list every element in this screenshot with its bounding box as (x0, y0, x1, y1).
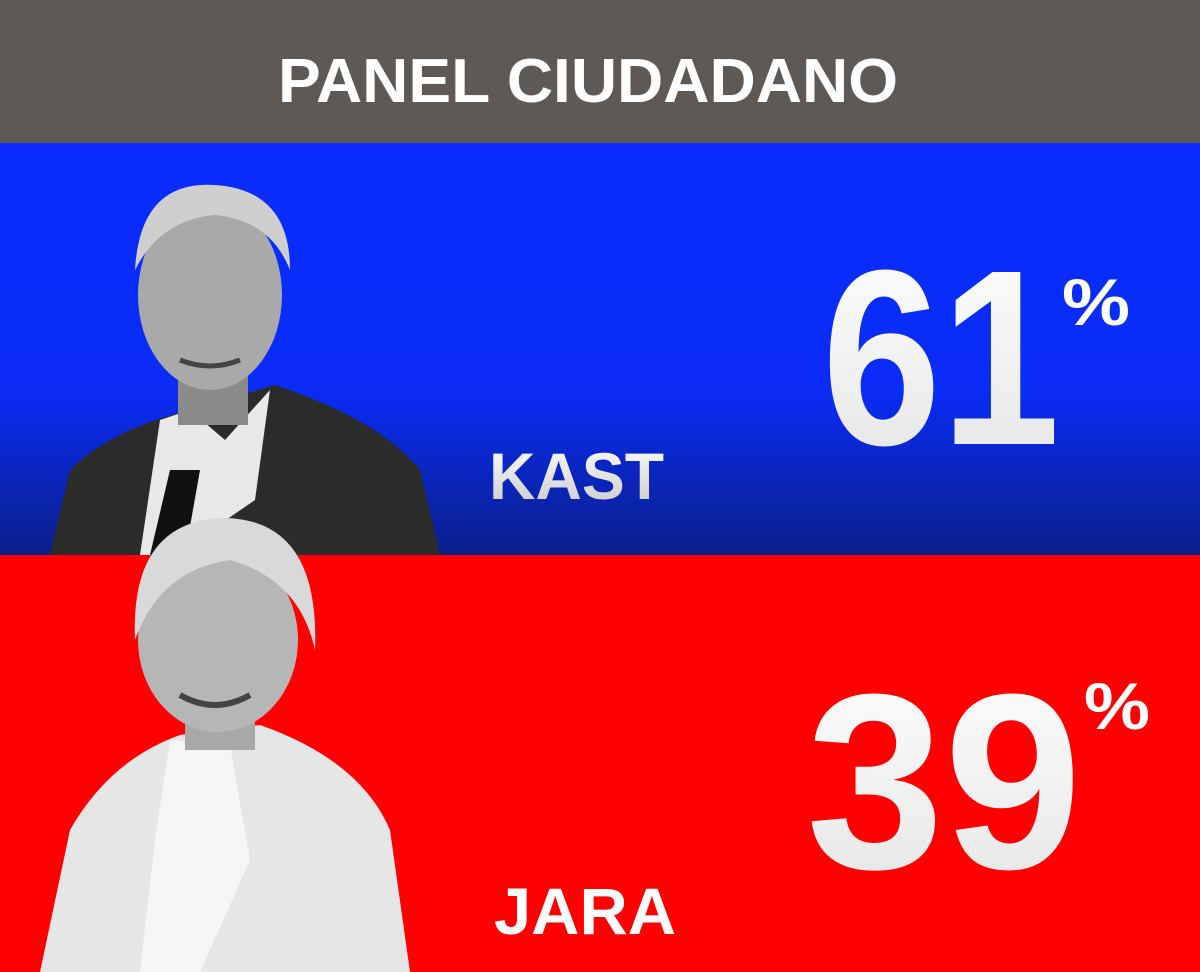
header-band (0, 0, 1200, 143)
portrait-jara (40, 518, 410, 972)
candidate-name: JARA (494, 874, 676, 948)
percent-sign: % (1084, 669, 1150, 743)
percent-sign: % (1062, 265, 1130, 339)
header-title: PANEL CIUDADANO (278, 47, 898, 116)
candidate-name: KAST (489, 439, 664, 513)
candidate-value: 61 (822, 218, 1060, 497)
candidate-value: 39 (806, 642, 1082, 921)
portrait-kast (50, 184, 440, 555)
